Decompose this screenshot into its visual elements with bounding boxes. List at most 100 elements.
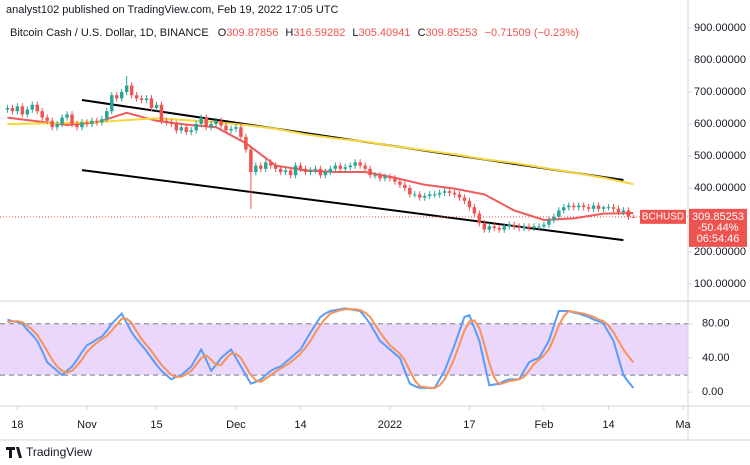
- x-tick-label: 2022: [378, 419, 402, 431]
- candle-body: [596, 205, 601, 209]
- x-tick-label: Ma: [675, 419, 691, 431]
- candle-body: [313, 168, 318, 171]
- candle-body: [244, 136, 248, 150]
- candle-body: [15, 106, 20, 112]
- candle-body: [5, 108, 10, 110]
- candle-body: [527, 226, 531, 228]
- candle-body: [10, 108, 15, 112]
- candle-body: [114, 95, 119, 99]
- candle-body: [452, 192, 457, 195]
- candle-body: [601, 207, 606, 209]
- ohlc-value: 309.85253: [426, 27, 478, 39]
- candle-body: [264, 162, 268, 169]
- moving-average: [7, 117, 634, 186]
- candle-body: [45, 117, 49, 121]
- y-tick-label: 80.00: [702, 318, 730, 330]
- candle-body: [199, 117, 203, 124]
- candle-body: [403, 184, 407, 188]
- symbol-tag: [640, 209, 686, 224]
- y-tick-label: 800.00000: [694, 54, 746, 66]
- candle-body: [482, 223, 487, 230]
- candle-body: [75, 124, 79, 128]
- candle-body: [626, 210, 631, 217]
- candle-body: [273, 165, 278, 169]
- candle-body: [348, 165, 352, 168]
- candle-body: [134, 95, 139, 99]
- y-tick-label: 600.00000: [694, 118, 746, 130]
- plot-layer: [0, 76, 688, 389]
- candle-body: [85, 122, 89, 124]
- y-tick-label: 700.00000: [694, 86, 746, 98]
- candle-body: [467, 200, 472, 208]
- y-tick-label: 900.00000: [694, 22, 746, 34]
- candle-body: [408, 188, 412, 195]
- candle-body: [169, 122, 174, 124]
- candle-body: [422, 196, 427, 198]
- candle-body: [616, 208, 621, 212]
- candle-body: [214, 120, 218, 124]
- trend-line: [81, 169, 624, 242]
- candle-body: [154, 104, 159, 108]
- candle-body: [229, 128, 233, 131]
- candle-body: [55, 124, 59, 128]
- candle-body: [537, 226, 541, 228]
- candle-body: [611, 207, 616, 209]
- candle-body: [373, 175, 377, 177]
- candle-body: [512, 224, 516, 227]
- candle-body: [562, 207, 566, 211]
- ohlc-value: 309.87856: [226, 27, 278, 39]
- candle-body: [20, 106, 25, 115]
- y-tick-label: 40.00: [702, 352, 730, 364]
- candle-body: [378, 175, 382, 179]
- candle-body: [442, 191, 447, 193]
- candle-body: [298, 165, 303, 169]
- candle-body: [497, 228, 501, 230]
- x-tick-label: Nov: [77, 419, 97, 431]
- x-tick-label: 17: [463, 419, 475, 431]
- x-tick-label: 14: [294, 419, 306, 431]
- candle-body: [204, 117, 208, 128]
- candle-body: [308, 170, 313, 172]
- candle-body: [358, 162, 362, 166]
- candle-body: [129, 85, 134, 96]
- candle-body: [621, 210, 626, 212]
- candle-body: [60, 117, 64, 124]
- candle-body: [323, 172, 328, 176]
- ohlc-key: H: [285, 27, 293, 39]
- candle-body: [586, 207, 591, 209]
- x-tick-label: Feb: [534, 419, 553, 431]
- candle-body: [209, 124, 213, 128]
- y-tick-label: 200.00000: [694, 246, 746, 258]
- candle-body: [547, 220, 551, 225]
- candle-body: [552, 216, 556, 220]
- candle-body: [139, 98, 144, 100]
- y-tick-label: 500.00000: [694, 150, 746, 162]
- ohlc-value: 316.59282: [293, 27, 345, 39]
- candle-body: [343, 167, 347, 169]
- candle-body: [259, 165, 263, 169]
- candle-body: [119, 92, 124, 99]
- candle-body: [432, 194, 437, 196]
- candle-body: [254, 165, 258, 172]
- candle-body: [184, 127, 189, 132]
- candle-body: [65, 114, 69, 118]
- candle-body: [507, 224, 511, 227]
- stoch-band: [0, 323, 688, 376]
- candle-body: [462, 197, 467, 201]
- candle-body: [393, 178, 397, 182]
- candle-body: [283, 170, 288, 172]
- candle-body: [517, 226, 521, 228]
- x-tick-label: 15: [150, 419, 162, 431]
- ohlc-key: O: [218, 27, 227, 39]
- y-tick-label: 0.00: [702, 386, 723, 398]
- candle-body: [353, 162, 357, 166]
- candle-body: [418, 194, 422, 198]
- candle-body: [413, 194, 417, 196]
- candle-body: [234, 127, 238, 129]
- candle-body: [105, 111, 109, 120]
- candle-body: [457, 194, 462, 198]
- candle-body: [398, 181, 402, 185]
- candle-body: [427, 194, 432, 196]
- candle-body: [149, 98, 154, 108]
